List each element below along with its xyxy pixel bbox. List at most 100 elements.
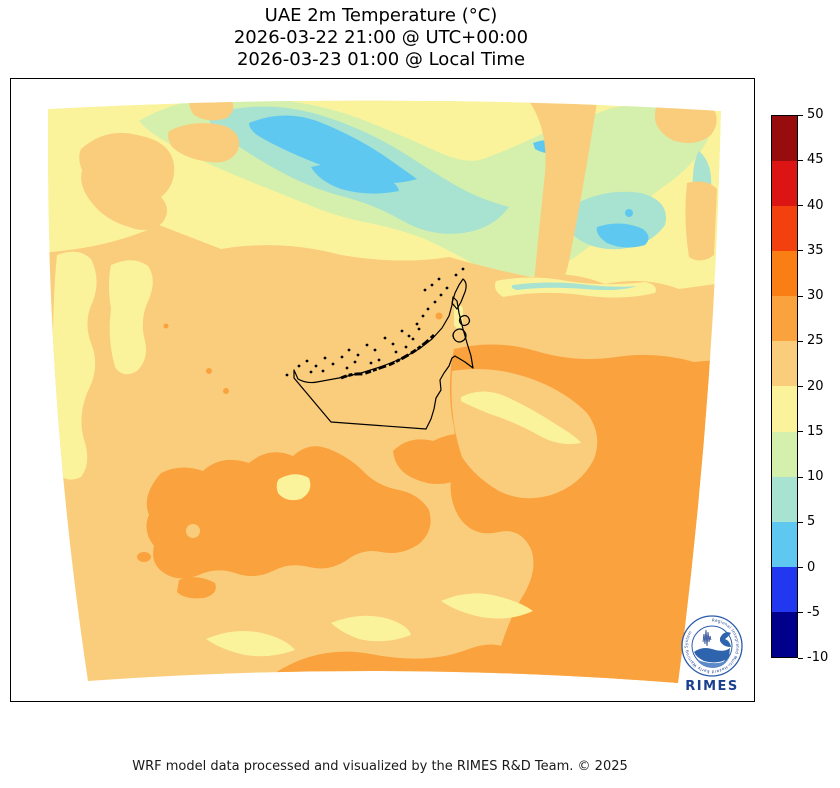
colorbar-tickmark-30 [798, 295, 803, 297]
band-15-20-streak-a [206, 630, 295, 657]
island-dot [373, 348, 377, 352]
island-dot [331, 362, 335, 366]
island-dot [404, 345, 408, 349]
colorbar-ticklabel-30: 30 [807, 288, 824, 303]
island-dot [305, 359, 309, 363]
colorbar-tickmark-5 [798, 521, 803, 523]
band-0-5-d [625, 209, 633, 217]
band-20-25-nw-blob [79, 132, 175, 231]
band-25-30-sw-blob [146, 446, 431, 579]
band-25-30-speck-c [435, 312, 443, 320]
colorbar-segment-25to30 [772, 296, 797, 342]
colorbar-ticklabel-40: 40 [807, 197, 824, 213]
band-20-25-ne-wedge [526, 100, 597, 290]
colorbar-segment-40to45 [772, 161, 797, 207]
logo-wave-dark [694, 648, 730, 663]
uae-boundary [285, 267, 474, 430]
island-dot [345, 366, 349, 370]
island-dot [445, 286, 449, 290]
dense-coastline [340, 333, 436, 380]
title-line-1: UAE 2m Temperature (°C) [264, 5, 498, 26]
band-20-25-top-b [189, 100, 234, 121]
colorbar-ticklabel-50: 50 [807, 107, 824, 122]
band-15-20-streak-c [441, 593, 533, 619]
logo-seismograph [702, 629, 712, 647]
colorbar-ticklabel--10: -10 [807, 650, 829, 665]
enclave-outline-a [452, 328, 467, 343]
colorbar-ticklabel-35: 35 [807, 242, 824, 258]
band-25-30-speck-f [223, 388, 229, 394]
colorbar-tickmark-35 [798, 250, 803, 252]
colorbar-tickmark-40 [798, 205, 803, 206]
island-dot [400, 329, 404, 333]
colorbar-tickmark-15 [798, 431, 803, 433]
colorbar-segment-0to5 [772, 521, 797, 567]
island-dot [391, 342, 395, 346]
band-0-5-b [311, 163, 399, 194]
colorbar-tickmark-50 [798, 114, 803, 116]
band-25-30-speck-b [177, 577, 216, 599]
colorbar-segment--5to0 [772, 566, 797, 612]
colorbar [771, 115, 798, 658]
island-dot [377, 358, 381, 362]
island-dot [321, 369, 325, 373]
colorbar-segment-20to25 [772, 341, 797, 387]
colorbar-segment--10to-5 [772, 611, 797, 657]
band-0-5-a [249, 115, 417, 183]
temperature-map [47, 100, 722, 683]
colorbar-tickmark--5 [798, 612, 803, 614]
colorbar-segment-35to40 [772, 206, 797, 252]
logo-acronym: RIMES [685, 679, 739, 694]
colorbar-segment-10to15 [772, 431, 797, 477]
colorbar-tickmark-0 [798, 567, 803, 568]
colorbar-segment-5to10 [772, 476, 797, 522]
colorbar-ticklabel-25: 25 [807, 333, 824, 349]
colorbar-segment-30to35 [772, 251, 797, 297]
island-dot [356, 353, 360, 357]
island-dot [347, 348, 351, 352]
band-15-20-west-finger [109, 260, 153, 375]
colorbar-segment-45to50 [772, 116, 797, 162]
island-dot [437, 277, 441, 281]
colorbar-tickmark--10 [798, 657, 803, 659]
island-dot [353, 360, 357, 364]
island-dot [461, 267, 465, 271]
logo-figure [720, 632, 731, 647]
musandam-peninsula-outline [451, 278, 467, 310]
colorbar-tickmark-25 [798, 340, 803, 342]
colorbar-ticklabel-45: 45 [807, 152, 824, 168]
island-dot [285, 373, 289, 377]
island-dot [411, 337, 415, 341]
island-dot [417, 327, 421, 331]
colorbar-ticklabel-20: 20 [807, 378, 824, 394]
island-dots [285, 267, 465, 377]
island-dot [297, 364, 301, 368]
colorbar-ticklabel-10: 10 [807, 469, 824, 484]
island-dot [407, 334, 411, 338]
island-dot [430, 283, 434, 287]
island-dot [309, 370, 313, 374]
logo-wave-light [696, 658, 729, 668]
map-axes-frame [10, 78, 755, 702]
island-dot [421, 314, 425, 318]
colorbar-tickmark-45 [798, 159, 803, 161]
plot-title: UAE 2m Temperature (°C) 2026-03-22 21:00… [0, 5, 762, 71]
island-dot [423, 288, 427, 292]
island-dot [415, 322, 419, 326]
island-dot [383, 336, 387, 340]
band-25-30-speck-d [206, 368, 212, 374]
colorbar-segment-15to20 [772, 386, 797, 432]
island-dot [439, 293, 443, 297]
colorbar-ticklabel-15: 15 [807, 423, 824, 439]
band-15-20-uae-tongue [461, 391, 581, 445]
island-dot [314, 364, 318, 368]
band-25-30-speck-a [137, 552, 151, 562]
island-dot [433, 300, 437, 304]
island-dot [369, 361, 373, 365]
title-line-2: 2026-03-22 21:00 @ UTC+00:00 [233, 27, 529, 48]
band-20-25-top-a [168, 122, 240, 163]
colorbar-ticklabel--5: -5 [807, 604, 820, 620]
band-5-10-thin-streak [511, 282, 637, 290]
island-dot [394, 350, 398, 354]
